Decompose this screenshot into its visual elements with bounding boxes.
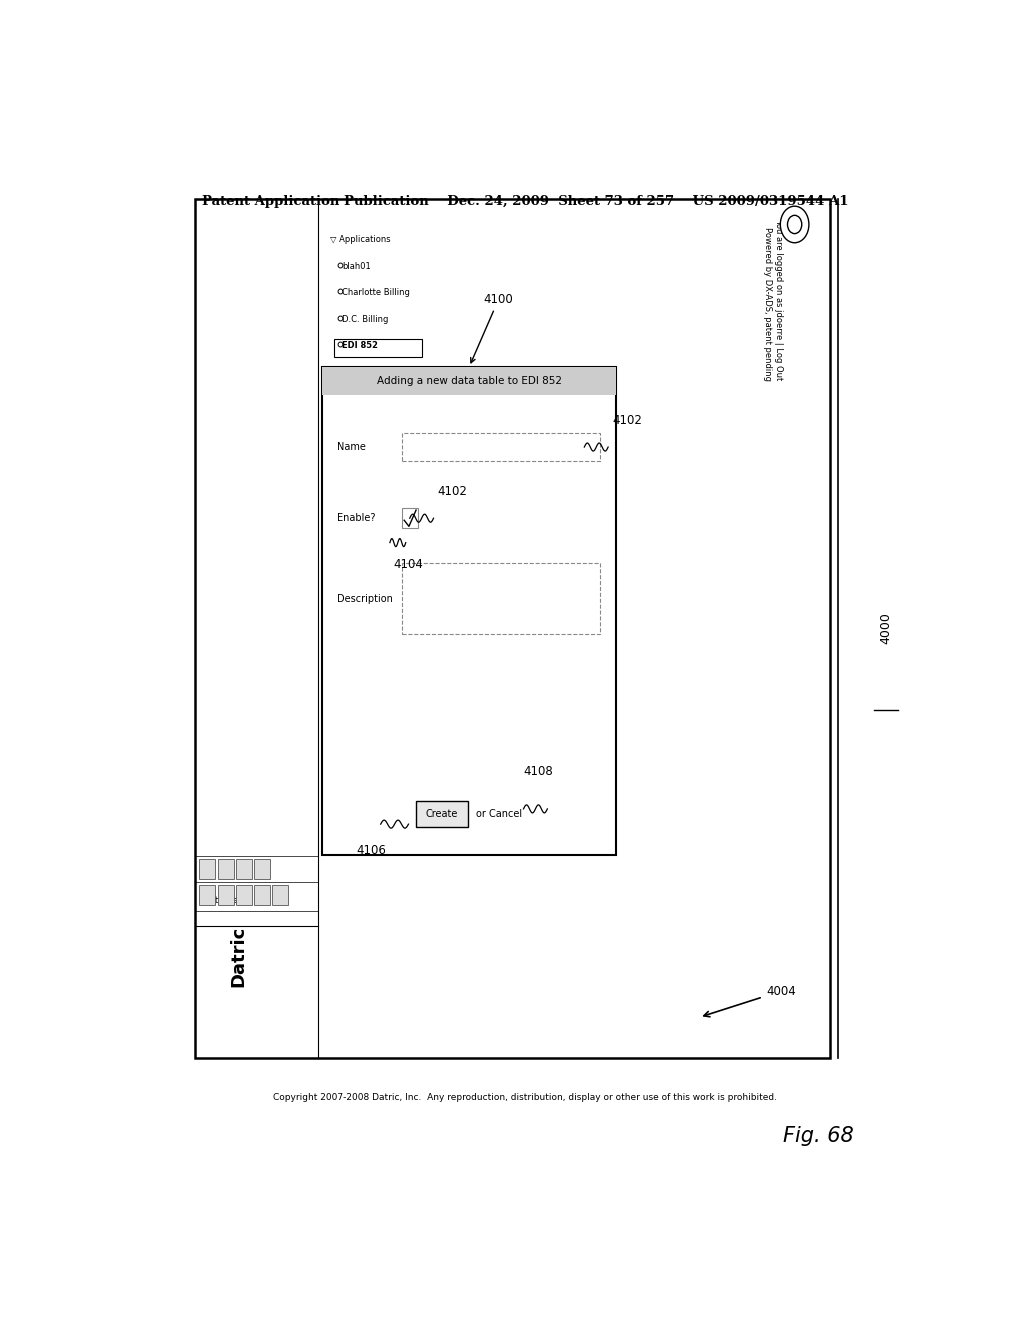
Text: 4100: 4100	[471, 293, 513, 363]
Text: Syndicated Data: Syndicated Data	[342, 579, 412, 587]
Circle shape	[787, 215, 802, 234]
Text: or Cancel: or Cancel	[476, 809, 522, 818]
Text: testsys: testsys	[342, 632, 372, 640]
Text: ▷ Schema Imports: ▷ Schema Imports	[331, 764, 409, 774]
Text: ▽ Applications: ▽ Applications	[331, 235, 391, 244]
Bar	[254, 859, 270, 879]
Text: Charlotte Billing: Charlotte Billing	[342, 288, 411, 297]
Bar	[272, 886, 289, 906]
Text: Adding a new data table to EDI 852: Adding a new data table to EDI 852	[377, 376, 562, 385]
Text: Description: Description	[337, 594, 392, 603]
Text: SAP- ECC: SAP- ECC	[342, 500, 381, 508]
Text: Legacy Sales: Legacy Sales	[342, 367, 397, 376]
Text: 4102: 4102	[612, 413, 642, 426]
Bar	[254, 886, 270, 906]
Text: Patent Application Publication    Dec. 24, 2009  Sheet 73 of 257    US 2009/0319: Patent Application Publication Dec. 24, …	[202, 194, 848, 207]
Text: SAP - BW: SAP - BW	[342, 474, 381, 482]
Text: testing: testing	[342, 606, 372, 614]
Text: Copyright 2007-2008 Datric, Inc.  Any reproduction, distribution, display or oth: Copyright 2007-2008 Datric, Inc. Any rep…	[272, 1093, 777, 1102]
Text: ▷ Logical Models: ▷ Logical Models	[331, 659, 401, 668]
Text: N.Y. Billing: N.Y. Billing	[342, 393, 386, 403]
Text: ▷ System Connections: ▷ System Connections	[331, 738, 426, 747]
Text: Fig. 68: Fig. 68	[783, 1126, 854, 1146]
Bar	[200, 886, 215, 906]
Text: EDI 852: EDI 852	[342, 341, 378, 350]
Bar	[236, 859, 252, 879]
Text: 4108: 4108	[523, 766, 553, 779]
Bar	[218, 886, 233, 906]
Bar	[417, 801, 468, 826]
Bar	[334, 339, 422, 358]
Text: You are logged on as jdoerre | Log Out
Powered by DX-ADS, patent pending: You are logged on as jdoerre | Log Out P…	[763, 219, 782, 380]
Bar	[323, 367, 616, 395]
Bar	[196, 199, 830, 1057]
Text: 4102: 4102	[437, 484, 467, 498]
Text: 4104: 4104	[394, 558, 424, 570]
Bar	[323, 367, 616, 854]
Text: Create: Create	[426, 809, 459, 818]
Text: blah01: blah01	[342, 261, 371, 271]
Text: 4106: 4106	[357, 845, 387, 858]
Text: SAS: SAS	[342, 527, 358, 535]
Text: SAP APO: SAP APO	[342, 447, 379, 455]
Text: Systems: Systems	[200, 896, 238, 906]
Bar	[401, 508, 418, 528]
Text: Promotions Manager: Promotions Manager	[342, 421, 429, 429]
Text: D.C. Billing: D.C. Billing	[342, 314, 389, 323]
Bar	[401, 433, 600, 461]
Bar	[401, 562, 600, 634]
Text: Datric: Datric	[229, 925, 248, 987]
Text: ▷ Semantic Layers: ▷ Semantic Layers	[331, 685, 410, 694]
Bar	[218, 859, 233, 879]
Bar	[200, 859, 215, 879]
Text: Siebel: Siebel	[342, 553, 369, 561]
Circle shape	[780, 206, 809, 243]
Text: 4004: 4004	[767, 985, 797, 998]
Text: 4000: 4000	[880, 612, 892, 644]
Text: ▷ Business Intelligence: ▷ Business Intelligence	[331, 711, 429, 721]
Bar	[236, 886, 252, 906]
Text: Enable?: Enable?	[337, 513, 375, 523]
Text: Name: Name	[337, 442, 366, 451]
